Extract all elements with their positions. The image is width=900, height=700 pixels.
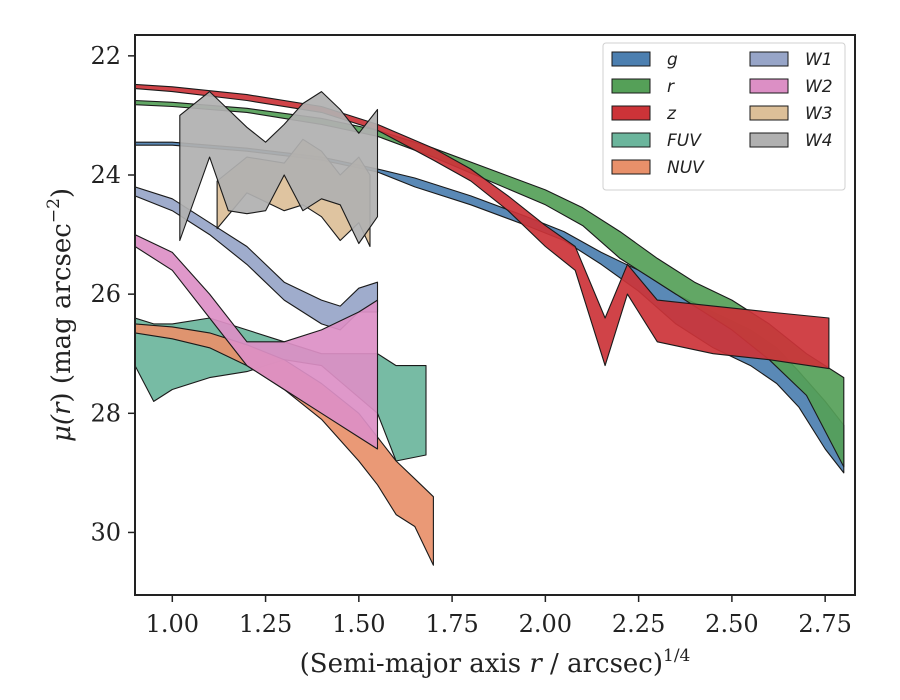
x-tick-label: 2.00: [519, 610, 572, 638]
y-tick-label: 22: [90, 42, 121, 70]
x-tick-label: 2.75: [798, 610, 851, 638]
y-tick-label: 28: [90, 399, 121, 427]
legend-swatch-r: [611, 78, 651, 94]
legend-label-w2: W2: [805, 77, 833, 97]
ticks: 1.00 1.25 1.50 1.75 2.00 2.25 2.50 2.75 22 24 26 28…: [90, 42, 851, 638]
band-z: [135, 83, 830, 370]
legend-swatch-w1: [749, 51, 789, 67]
legend-label-fuv: FUV: [667, 131, 702, 151]
y-tick-label: 24: [90, 161, 121, 189]
y-axis-label: μ(r) (mag arcsec−2): [44, 188, 77, 442]
legend-label-g: g: [667, 50, 678, 70]
legend-swatch-fuv: [611, 132, 651, 148]
legend-swatch-g: [611, 51, 651, 67]
legend-swatch-w3: [749, 105, 789, 121]
legend-label-nuv: NUV: [667, 158, 705, 178]
band-w2: [135, 234, 379, 450]
legend-label-w3: W3: [805, 104, 833, 124]
band-w4: [179, 91, 379, 245]
y-tick-label: 30: [90, 518, 121, 546]
x-tick-label: 1.50: [332, 610, 385, 638]
x-tick-label: 1.00: [146, 610, 199, 638]
legend-label-w1: W1: [805, 50, 833, 70]
legend-swatch-nuv: [611, 159, 651, 175]
y-tick-label: 26: [90, 280, 121, 308]
x-tick-label: 1.75: [425, 610, 478, 638]
legend-swatch-w2: [749, 78, 789, 94]
x-axis-label: (Semi-major axis r / arcsec)1/4: [300, 646, 691, 679]
plot-area: [135, 83, 845, 566]
legend-label-r: r: [667, 77, 675, 97]
x-tick-label: 2.50: [705, 610, 758, 638]
x-tick-label: 1.25: [239, 610, 292, 638]
legend-swatch-z: [611, 105, 651, 121]
legend-label-w4: W4: [805, 131, 833, 151]
legend: grz FUV NUV W1 W2 W3 W4: [602, 42, 846, 191]
legend-label-z: z: [666, 104, 677, 124]
axes-frame: [134, 34, 856, 596]
legend-swatch-w4: [749, 132, 789, 148]
band-r: [135, 99, 845, 468]
x-tick-label: 2.25: [612, 610, 665, 638]
